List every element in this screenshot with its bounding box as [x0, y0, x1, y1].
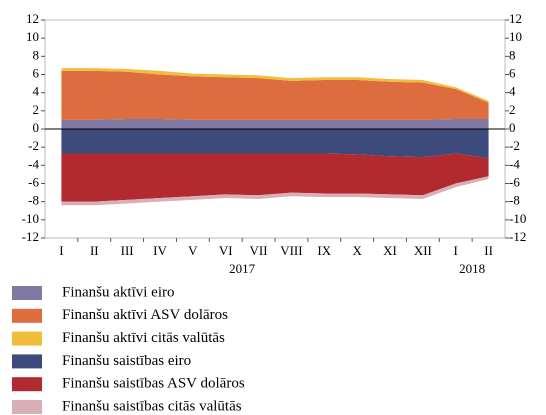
- y2-tick-label: -10: [509, 211, 526, 226]
- y2-tick-label: 12: [509, 11, 522, 26]
- y2-tick-label: -6: [509, 174, 520, 189]
- area: [61, 129, 489, 159]
- y-tick-label: -8: [28, 193, 39, 208]
- y-tick-label: -12: [22, 229, 39, 244]
- legend-swatch: [12, 308, 42, 323]
- area: [61, 70, 489, 120]
- y2-tick-label: 8: [509, 47, 516, 62]
- x-tick-label: X: [352, 243, 362, 258]
- legend-swatch: [12, 377, 42, 392]
- y-tick-label: 0: [33, 120, 40, 135]
- x-group-label: 2017: [229, 261, 256, 276]
- y2-tick-label: -12: [509, 229, 526, 244]
- x-tick-label: XI: [383, 243, 397, 258]
- y-tick-label: 2: [33, 102, 40, 117]
- x-tick-label: II: [484, 243, 493, 258]
- y2-tick-label: 6: [509, 65, 516, 80]
- x-tick-label: VI: [219, 243, 233, 258]
- legend-swatch: [12, 400, 42, 414]
- legend-swatch: [12, 331, 42, 346]
- x-tick-label: I: [454, 243, 458, 258]
- x-group-label: 2018: [459, 261, 485, 276]
- area: [61, 153, 489, 202]
- legend-label: Finanšu saistības ASV dolāros: [62, 376, 245, 392]
- legend-label: Finanšu saistības citās valūtās: [62, 398, 242, 414]
- legend-swatch: [12, 286, 42, 300]
- x-tick-label: VII: [250, 243, 268, 258]
- area: [61, 176, 489, 206]
- y-tick-label: -6: [28, 174, 39, 189]
- x-tick-label: III: [121, 243, 134, 258]
- area: [61, 119, 489, 129]
- x-tick-label: V: [188, 243, 198, 258]
- x-tick-label: I: [59, 243, 63, 258]
- y-tick-label: 6: [33, 65, 40, 80]
- y2-tick-label: 4: [509, 84, 516, 99]
- y-tick-label: -2: [28, 138, 39, 153]
- y-tick-label: 12: [26, 11, 39, 26]
- legend-label: Finanšu saistības eiro: [62, 353, 191, 369]
- x-tick-label: II: [90, 243, 99, 258]
- y2-tick-label: -8: [509, 193, 520, 208]
- x-tick-label: VIII: [280, 243, 302, 258]
- y2-tick-label: 0: [509, 120, 516, 135]
- y-tick-label: -10: [22, 211, 39, 226]
- x-tick-label: IX: [317, 243, 331, 258]
- y-tick-label: -4: [28, 156, 39, 171]
- y-tick-label: 10: [26, 29, 39, 44]
- legend-label: Finanšu aktīvi ASV dolāros: [62, 307, 228, 323]
- y2-tick-label: 10: [509, 29, 522, 44]
- y2-tick-label: -4: [509, 156, 520, 171]
- legend-label: Finanšu aktīvi citās valūtās: [62, 330, 225, 346]
- y-tick-label: 8: [33, 47, 40, 62]
- x-tick-label: IV: [153, 243, 167, 258]
- legend-label: Finanšu aktīvi eiro: [62, 284, 175, 300]
- x-tick-label: XII: [414, 243, 432, 258]
- y2-tick-label: -2: [509, 138, 520, 153]
- legend-swatch: [12, 354, 42, 369]
- y2-tick-label: 2: [509, 102, 516, 117]
- y-tick-label: 4: [33, 84, 40, 99]
